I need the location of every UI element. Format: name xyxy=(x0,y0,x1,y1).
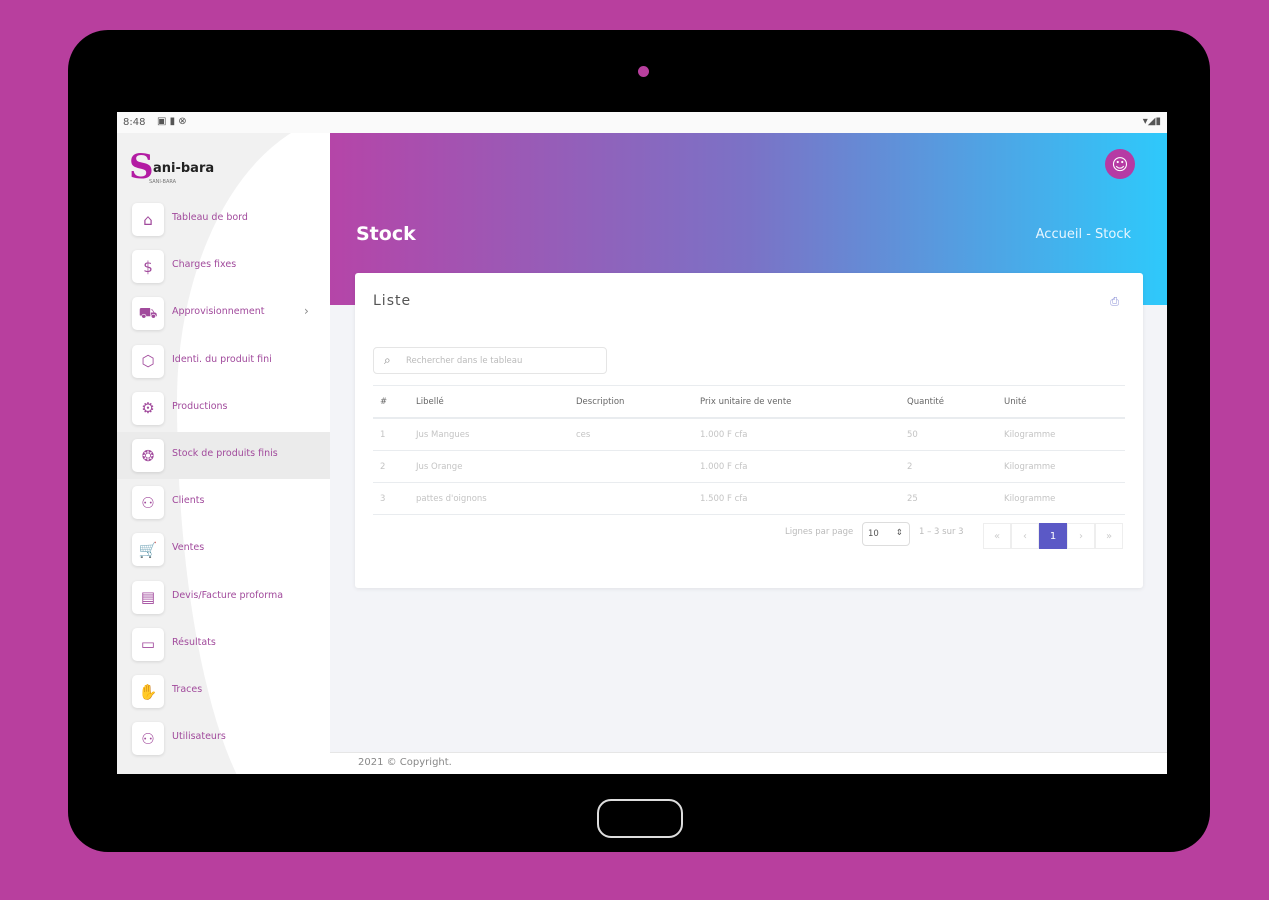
dollar-icon: $ xyxy=(132,250,164,284)
users-icon: ⚇ xyxy=(132,722,164,756)
cash-icon: ▭ xyxy=(132,627,164,661)
home-button[interactable] xyxy=(597,799,683,838)
table-cell: Kilogramme xyxy=(1004,430,1056,440)
rows-per-page-select[interactable]: 10 ⇕ xyxy=(862,522,910,546)
main-content: ☺ Stock Accueil - Stock Liste ⎙ ⌕ Recher… xyxy=(330,133,1167,774)
sidebar-item-label: Approvisionnement xyxy=(172,306,265,318)
divider xyxy=(373,450,1125,451)
table-cell: 2 xyxy=(380,462,386,472)
sidebar-item[interactable]: ⛟ Approvisionnement › xyxy=(117,290,330,337)
sidebar-item-label: Ventes xyxy=(172,542,205,554)
sidebar-item[interactable]: ⌂ Tableau de bord xyxy=(117,196,330,243)
column-header[interactable]: Libellé xyxy=(416,397,444,407)
sidebar-item-label: Productions xyxy=(172,400,228,412)
status-bar: 8:48 ▣ ▮ ⊗ ▾◢▮ xyxy=(117,112,1167,133)
user-avatar-icon[interactable]: ☺ xyxy=(1105,149,1135,179)
hand-icon: ✋ xyxy=(132,675,164,708)
sidebar-item-label: Résultats xyxy=(172,636,216,648)
table-cell: pattes d'oignons xyxy=(416,494,487,504)
rows-per-page-value: 10 xyxy=(868,529,879,539)
sidebar-item-label: Charges fixes xyxy=(172,259,237,271)
sidebar-item[interactable]: ⚇ Utilisateurs xyxy=(117,715,330,762)
sidebar-item-label: Identi. du produit fini xyxy=(172,353,272,365)
table-cell: 50 xyxy=(907,430,918,440)
table-cell: 1.000 F cfa xyxy=(700,430,748,440)
divider xyxy=(373,385,1125,386)
page-button[interactable]: › xyxy=(1067,523,1095,549)
sidebar-item-label: Tableau de bord xyxy=(172,212,248,223)
table-cell: 1 xyxy=(380,430,386,440)
table-cell: ces xyxy=(576,430,591,440)
column-header[interactable]: Prix unitaire de vente xyxy=(700,397,792,407)
app-screen: 8:48 ▣ ▮ ⊗ ▾◢▮ S ani-bara SANI-BARA ⌂ Tab… xyxy=(117,112,1167,774)
sidebar-item[interactable]: ⚇ Clients xyxy=(117,479,330,526)
page-button[interactable]: » xyxy=(1095,523,1123,549)
search-placeholder: Rechercher dans le tableau xyxy=(406,356,523,366)
card-title: Liste xyxy=(373,293,412,309)
search-input[interactable]: ⌕ Rechercher dans le tableau xyxy=(373,347,607,374)
footer: 2021 © Copyright. xyxy=(330,752,1167,774)
sidebar-item-label: Stock de produits finis xyxy=(172,448,278,459)
cart-icon: 🛒 xyxy=(132,533,164,567)
select-arrows-icon: ⇕ xyxy=(895,528,903,538)
sidebar-item-label: Traces xyxy=(172,684,203,695)
table-cell: 1.000 F cfa xyxy=(700,462,748,472)
table-cell: 3 xyxy=(380,494,386,504)
sidebar-item[interactable]: ❂ Stock de produits finis xyxy=(117,432,330,479)
page-button[interactable]: ‹ xyxy=(1011,523,1039,549)
divider xyxy=(373,482,1125,483)
table-cell: Kilogramme xyxy=(1004,494,1056,504)
page-button[interactable]: « xyxy=(983,523,1011,549)
table-cell: Kilogramme xyxy=(1004,462,1056,472)
sidebar-item[interactable]: ✋ Traces xyxy=(117,668,330,715)
divider xyxy=(373,417,1125,419)
divider xyxy=(373,514,1125,515)
chevron-right-icon: › xyxy=(304,304,309,319)
list-card: Liste ⎙ ⌕ Rechercher dans le tableau # Li… xyxy=(355,273,1143,588)
page-range: 1 – 3 sur 3 xyxy=(919,527,964,537)
sidebar-item[interactable]: $ Charges fixes xyxy=(117,243,330,290)
logo-letter: S xyxy=(129,147,154,187)
column-header[interactable]: # xyxy=(380,397,388,407)
rows-per-page-label: Lignes par page xyxy=(785,527,854,537)
status-icons: ▣ ▮ ⊗ xyxy=(157,116,187,127)
sidebar-item[interactable]: 🛒 Ventes xyxy=(117,526,330,573)
status-time: 8:48 xyxy=(123,117,146,128)
home-icon: ⌂ xyxy=(132,203,164,236)
sidebar-item-label: Devis/Facture proforma xyxy=(172,589,284,601)
sidebar-item[interactable]: ▤ Devis/Facture proforma xyxy=(117,574,330,621)
column-header[interactable]: Unité xyxy=(1004,397,1027,407)
box-icon: ⬡ xyxy=(132,344,164,378)
sidebar: S ani-bara SANI-BARA ⌂ Tableau de bord $ Ch… xyxy=(117,133,330,774)
users-icon: ⚇ xyxy=(132,486,164,520)
breadcrumb[interactable]: Accueil - Stock xyxy=(1035,227,1131,242)
column-header[interactable]: Description xyxy=(576,397,625,407)
table-cell: Jus Mangues xyxy=(416,430,470,440)
sidebar-item[interactable]: ⚙ Productions xyxy=(117,385,330,432)
table-cell: Jus Orange xyxy=(416,462,463,472)
logo-text: ani-bara xyxy=(153,161,215,176)
truck-icon: ⛟ xyxy=(132,297,164,331)
column-header[interactable]: Quantité xyxy=(907,397,944,407)
boxes-icon: ❂ xyxy=(132,439,164,472)
status-right-icons: ▾◢▮ xyxy=(1142,116,1161,127)
page-title: Stock xyxy=(356,223,416,245)
logo-tagline: SANI-BARA xyxy=(149,179,177,185)
page-button[interactable]: 1 xyxy=(1039,523,1067,549)
print-icon[interactable]: ⎙ xyxy=(1110,295,1119,308)
sidebar-item[interactable]: ⬡ Identi. du produit fini xyxy=(117,338,330,385)
sidebar-item-label: Clients xyxy=(172,495,205,507)
table-cell: 2 xyxy=(907,462,913,472)
camera xyxy=(638,66,649,77)
sidebar-item[interactable]: ▭ Résultats xyxy=(117,621,330,668)
footer-text: 2021 © Copyright. xyxy=(358,757,452,768)
gears-icon: ⚙ xyxy=(132,391,164,425)
invoice-icon: ▤ xyxy=(132,580,164,614)
search-icon: ⌕ xyxy=(384,353,391,367)
sidebar-item-label: Utilisateurs xyxy=(172,731,226,743)
table-cell: 25 xyxy=(907,494,918,504)
table-cell: 1.500 F cfa xyxy=(700,494,748,504)
